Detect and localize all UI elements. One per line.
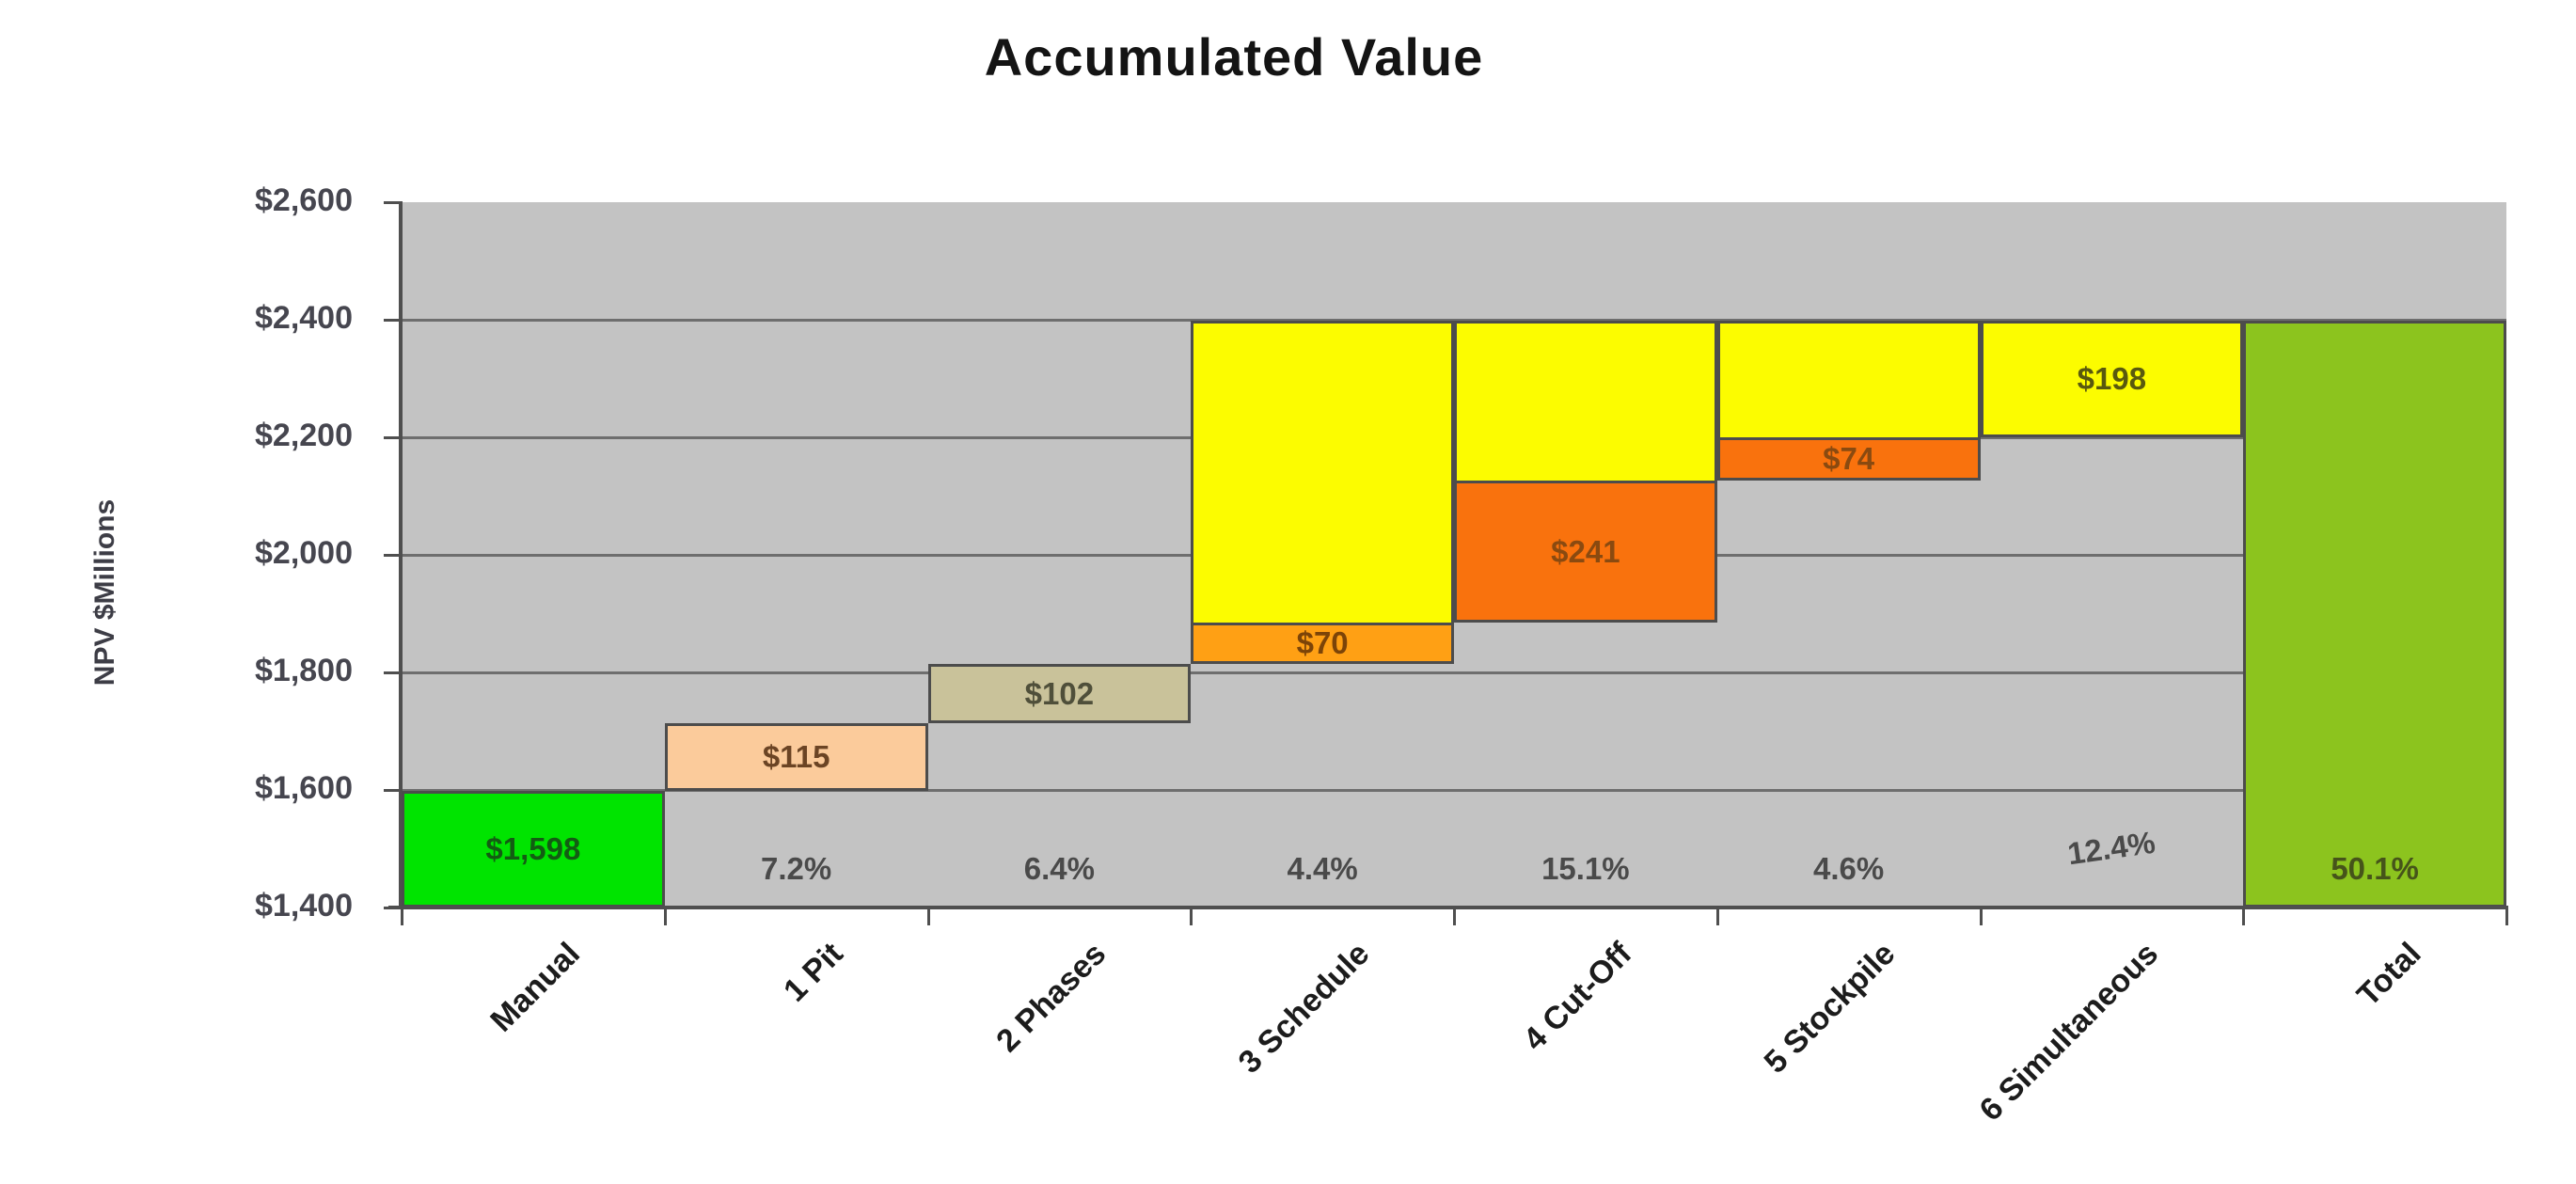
x-axis-tick: [1715, 909, 1719, 925]
x-axis-tick: [1453, 909, 1456, 925]
y-axis-tick: [384, 319, 403, 322]
bar-segment-manual: $1,598: [402, 791, 665, 908]
x-axis-tick: [401, 909, 403, 925]
y-tick-label: $2,200: [255, 418, 353, 453]
bar-segment-3-schedule-carry: [1191, 321, 1454, 625]
percent-label: 4.4%: [1287, 851, 1358, 886]
x-axis-tick: [663, 909, 667, 925]
y-tick-label: $1,800: [255, 653, 353, 688]
percent-label: 7.2%: [761, 851, 832, 886]
chart-title: Accumulated Value: [984, 27, 1484, 87]
y-axis-tick: [384, 671, 403, 674]
x-axis-tick: [1979, 909, 1983, 925]
y-axis-tick: [384, 201, 403, 204]
bar-segment-6-simultaneous: $198: [1980, 321, 2244, 437]
category-label-6-simultaneous: 6 Simultaneous: [1972, 936, 2166, 1129]
category-label-3-schedule: 3 Schedule: [1231, 936, 1376, 1081]
category-label-4-cut-off: 4 Cut-Off: [1517, 936, 1639, 1058]
gridline: [402, 671, 2506, 674]
category-label-total: Total: [2350, 936, 2428, 1014]
category-label-2-phases: 2 Phases: [989, 936, 1114, 1060]
bar-segment-4-cut-off-carry: [1454, 321, 1717, 484]
x-axis-tick: [2505, 909, 2508, 925]
y-tick-label: $2,600: [255, 182, 353, 218]
percent-label: 15.1%: [1541, 851, 1630, 886]
bar-segment-2-phases: $102: [927, 663, 1192, 724]
bar-segment-5-stockpile-increment: $74: [1716, 437, 1981, 481]
gridline: [402, 789, 2506, 792]
x-axis-tick: [2242, 909, 2246, 925]
bar-segment-total: [2243, 321, 2506, 908]
y-axis-tick: [384, 789, 403, 792]
percent-label: 4.6%: [1813, 851, 1885, 886]
y-tick-label: $2,400: [255, 300, 353, 336]
bar-segment-5-stockpile-carry: [1716, 321, 1981, 440]
bar-segment-1-pit: $115: [664, 723, 928, 792]
bar-value-label: $198: [2077, 361, 2147, 397]
x-axis-tick: [926, 909, 930, 925]
bar-value-label: $1,598: [485, 831, 581, 867]
bar-value-label: $241: [1551, 533, 1620, 569]
bar-segment-4-cut-off-increment: $241: [1454, 481, 1717, 623]
y-tick-label: $2,000: [255, 535, 353, 571]
bar-value-label: $74: [1823, 441, 1875, 477]
y-axis-title: NPV $Millions: [89, 498, 120, 687]
category-label-manual: Manual: [483, 936, 587, 1039]
x-axis-tick: [1190, 909, 1193, 925]
y-axis-tick: [384, 554, 403, 557]
category-label-5-stockpile: 5 Stockpile: [1757, 936, 1903, 1081]
x-axis-line: [388, 906, 2508, 909]
bar-value-label: $70: [1296, 624, 1349, 660]
percent-label: 6.4%: [1023, 851, 1095, 886]
y-axis-tick: [384, 436, 403, 439]
y-tick-label: $1,400: [255, 888, 353, 924]
y-tick-label: $1,600: [255, 770, 353, 806]
bar-value-label: $102: [1024, 675, 1095, 711]
percent-label: 50.1%: [2331, 851, 2419, 886]
gridline: [402, 319, 2506, 322]
bar-segment-3-schedule-increment: $70: [1191, 622, 1454, 664]
category-label-1-pit: 1 Pit: [776, 936, 850, 1009]
bar-value-label: $115: [762, 739, 830, 775]
